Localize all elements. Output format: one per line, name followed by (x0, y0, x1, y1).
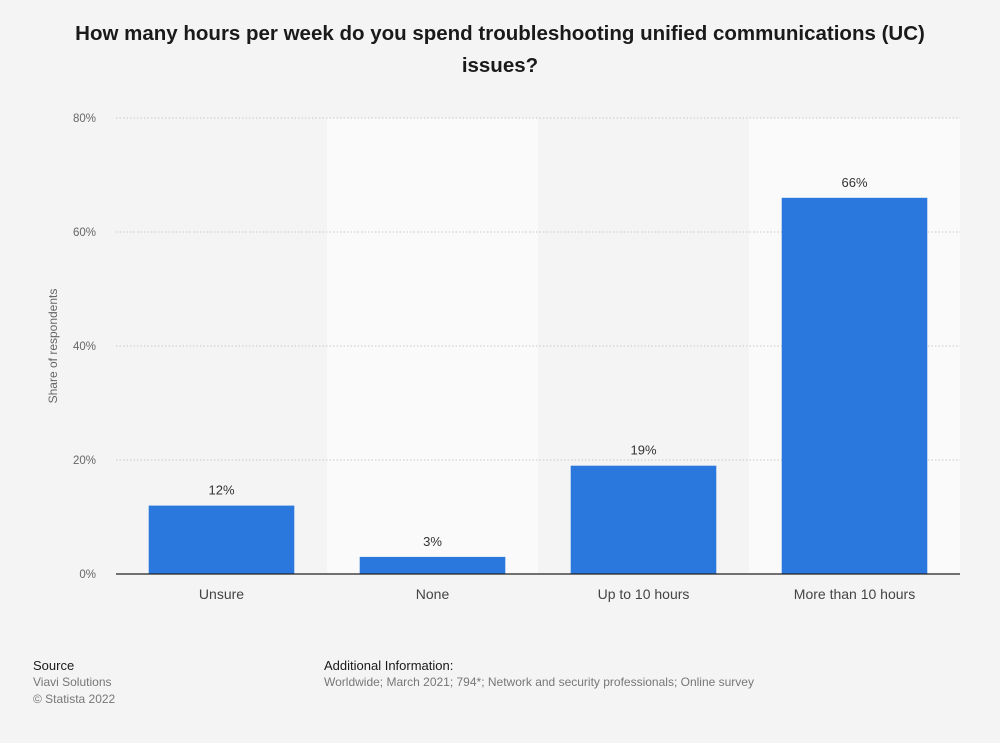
additional-info-section: Additional Information: Worldwide; March… (324, 657, 754, 691)
y-tick-label: 60% (73, 227, 96, 239)
y-tick-label: 0% (79, 569, 96, 581)
category-label: Unsure (199, 586, 244, 602)
y-tick-label: 20% (73, 455, 96, 467)
additional-info-heading: Additional Information: (324, 658, 454, 673)
y-tick-label: 80% (73, 113, 96, 125)
additional-info-text: Worldwide; March 2021; 794*; Network and… (324, 675, 754, 689)
value-label: 3% (423, 534, 442, 549)
value-label: 19% (630, 443, 656, 458)
copyright-text: © Statista 2022 (33, 692, 116, 706)
category-label: More than 10 hours (794, 586, 915, 602)
y-tick-label: 40% (73, 341, 96, 353)
bar-more-than-10-hours (781, 197, 928, 575)
chart-title: How many hours per week do you spend tro… (75, 22, 925, 77)
bar-none (359, 556, 506, 574)
category-label: None (416, 586, 450, 602)
value-label: 12% (208, 483, 234, 498)
source-section: Source Viavi Solutions © Statista 2022 (33, 657, 115, 708)
bar-unsure (148, 505, 295, 574)
bar-up-to-10-hours (570, 465, 717, 574)
value-label: 66% (841, 175, 867, 190)
source-name: Viavi Solutions (33, 675, 112, 689)
y-axis-title: Share of respondents (46, 289, 60, 404)
source-heading: Source (33, 658, 75, 673)
category-label: Up to 10 hours (598, 586, 690, 602)
